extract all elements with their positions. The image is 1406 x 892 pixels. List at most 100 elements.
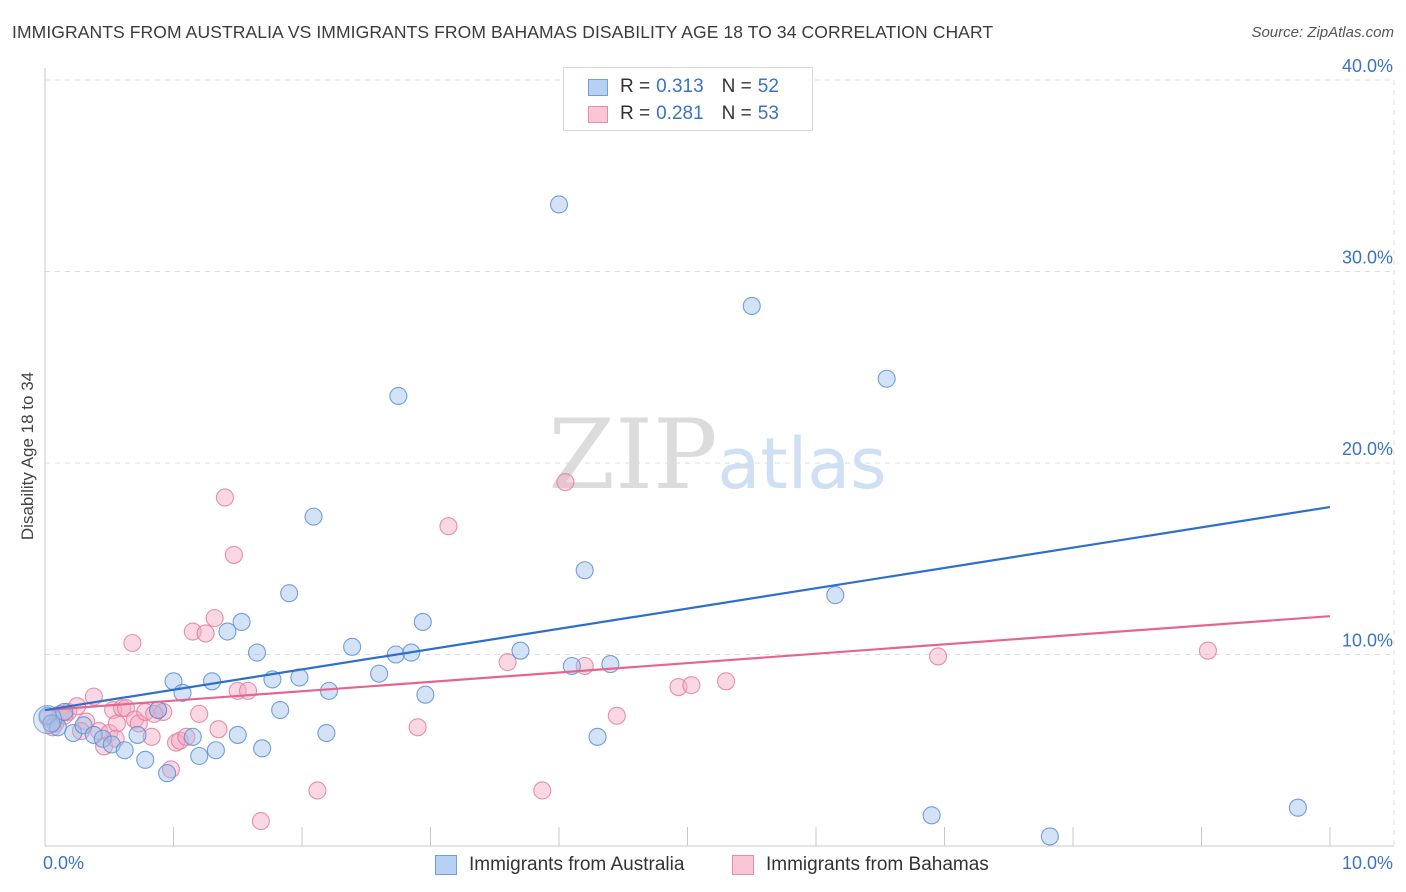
point-australia xyxy=(42,714,61,733)
point-bahamas xyxy=(408,718,427,737)
y-tick-label: 10.0% xyxy=(1342,631,1393,651)
legend-row-bahamas: R = 0.281 N = 53 xyxy=(588,102,779,126)
correlation-legend: R = 0.313 N = 52 R = 0.281 N = 53 xyxy=(563,67,813,131)
series-label-bahamas: Immigrants from Bahamas xyxy=(766,854,989,875)
series-label-australia: Immigrants from Australia xyxy=(469,854,685,875)
point-australia xyxy=(1040,827,1059,846)
series-swatch-bahamas xyxy=(732,855,754,875)
point-australia xyxy=(64,723,83,743)
legend-n-label: N = xyxy=(721,76,752,97)
x-tick-label: 10.0% xyxy=(1342,853,1393,873)
point-bahamas xyxy=(224,545,243,564)
point-australia xyxy=(416,685,435,704)
point-australia xyxy=(232,612,251,631)
trend-line-australia xyxy=(44,505,1331,712)
point-bahamas xyxy=(308,781,327,800)
watermark-zip: ZIP xyxy=(548,399,717,511)
point-australia xyxy=(128,725,147,744)
point-australia xyxy=(253,739,272,758)
point-australia xyxy=(1288,798,1307,817)
point-australia xyxy=(190,746,209,766)
point-bahamas xyxy=(251,812,270,831)
axes xyxy=(44,68,1394,847)
legend-r-label: R = xyxy=(620,76,651,97)
point-australia xyxy=(203,672,222,691)
legend-r-value-australia: 0.313 xyxy=(656,76,704,97)
point-australia xyxy=(136,750,155,769)
point-bahamas xyxy=(929,647,948,666)
point-australia xyxy=(304,507,323,526)
point-bahamas xyxy=(177,727,196,746)
chart-title: IMMIGRANTS FROM AUSTRALIA VS IMMIGRANTS … xyxy=(12,22,994,42)
point-australia xyxy=(280,584,299,603)
trend-line-bahamas xyxy=(44,615,1331,712)
point-bahamas xyxy=(682,676,701,695)
point-australia xyxy=(826,586,845,605)
point-australia xyxy=(389,386,408,406)
point-australia xyxy=(343,637,362,656)
legend-r-label: R = xyxy=(620,103,651,124)
point-australia xyxy=(370,664,389,683)
point-bahamas xyxy=(607,706,626,725)
point-australia xyxy=(317,723,336,743)
point-australia xyxy=(549,195,569,214)
point-australia xyxy=(877,369,896,388)
point-bahamas xyxy=(196,624,215,643)
series-legend-bahamas[interactable]: Immigrants from Bahamas xyxy=(732,852,989,878)
point-bahamas xyxy=(556,473,575,492)
point-australia xyxy=(247,643,267,662)
point-australia xyxy=(206,741,225,760)
legend-r-value-bahamas: 0.281 xyxy=(656,103,704,124)
point-bahamas xyxy=(123,633,142,653)
point-australia xyxy=(158,764,177,783)
point-australia xyxy=(511,641,530,660)
gridlines xyxy=(45,79,1395,846)
point-australia xyxy=(588,727,607,746)
legend-row-australia: R = 0.313 N = 52 xyxy=(588,75,779,99)
point-australia xyxy=(183,727,202,746)
point-bahamas xyxy=(209,720,228,739)
point-australia xyxy=(742,296,761,316)
y-tick-label: 20.0% xyxy=(1342,439,1393,459)
source-label: Source: ZipAtlas.com xyxy=(1251,24,1394,41)
point-australia xyxy=(228,725,247,744)
series-legend: Immigrants from Australia Immigrants fro… xyxy=(0,852,1406,878)
series-swatch-australia xyxy=(435,855,457,875)
point-australia xyxy=(149,700,168,720)
point-australia xyxy=(218,622,237,641)
tick-labels: 10.0% 20.0% 30.0% 40.0% 0.0% 10.0% xyxy=(43,56,1393,873)
watermark-atlas: atlas xyxy=(717,423,886,505)
point-bahamas xyxy=(142,727,161,746)
trend-lines xyxy=(44,505,1331,712)
series-legend-australia[interactable]: Immigrants from Australia xyxy=(435,852,684,878)
legend-n-label: N = xyxy=(721,103,752,124)
point-bahamas xyxy=(107,714,127,733)
point-bahamas xyxy=(439,517,458,536)
x-tick-label: 0.0% xyxy=(43,853,84,873)
y-tick-label: 40.0% xyxy=(1342,56,1393,76)
point-bahamas xyxy=(238,681,258,700)
point-bahamas xyxy=(215,488,234,507)
legend-swatch-australia xyxy=(588,78,608,96)
legend-swatch-bahamas xyxy=(588,105,608,123)
point-bahamas xyxy=(1198,641,1217,660)
point-australia xyxy=(413,612,432,631)
point-australia xyxy=(575,561,594,580)
point-australia xyxy=(319,681,339,700)
point-bahamas xyxy=(190,704,209,723)
point-bahamas xyxy=(205,609,224,628)
point-australia xyxy=(93,729,112,748)
point-australia xyxy=(271,700,290,720)
point-bahamas xyxy=(129,714,148,733)
point-australia xyxy=(84,725,103,744)
point-bahamas xyxy=(498,653,517,672)
point-bahamas xyxy=(533,781,552,800)
point-australia-cluster xyxy=(33,705,63,735)
point-bahamas xyxy=(716,672,736,691)
legend-n-value-australia: 52 xyxy=(757,76,779,97)
watermark: ZIP atlas xyxy=(548,399,886,511)
point-australia xyxy=(922,806,941,825)
point-australia xyxy=(115,741,134,760)
legend-n-value-bahamas: 53 xyxy=(757,103,779,124)
